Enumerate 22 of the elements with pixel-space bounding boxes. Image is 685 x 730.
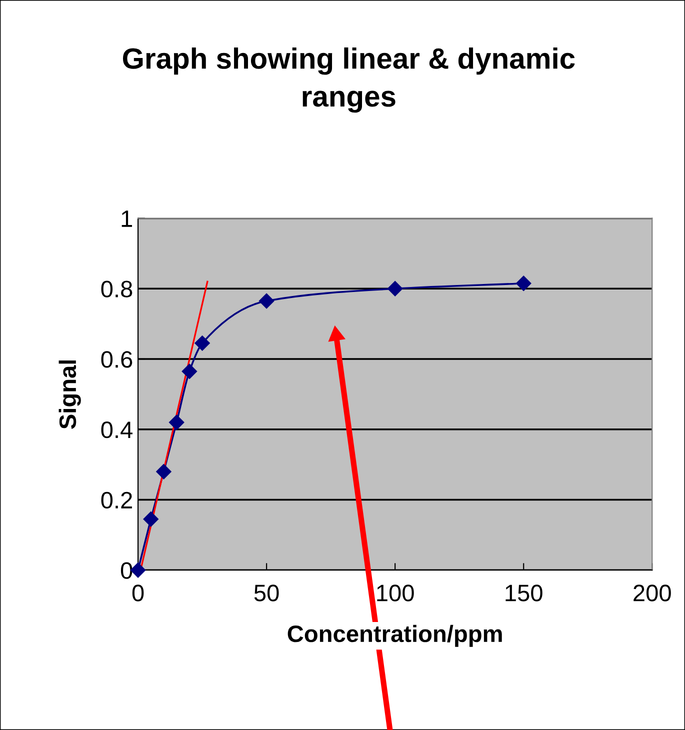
point	[258, 293, 274, 309]
point	[169, 414, 184, 430]
y-tick-label: 0.4	[101, 421, 132, 438]
x-tick-label: 100	[377, 584, 414, 602]
point	[194, 336, 210, 351]
point	[143, 512, 158, 527]
x-tick-label: 50	[254, 584, 279, 602]
y-tick-label: 1	[122, 210, 132, 227]
y-tick-label: 0.8	[101, 280, 132, 298]
point	[156, 464, 172, 480]
x-axis-title: Concentration/ppm	[288, 624, 502, 647]
x-tick-label: 150	[506, 584, 542, 602]
point	[516, 276, 532, 291]
y-axis-title: Signal	[58, 360, 81, 429]
x-tick-label: 0	[132, 584, 144, 602]
y-tick-label: 0.6	[101, 351, 132, 368]
point	[182, 364, 198, 379]
point	[388, 281, 403, 296]
x-tick-label: 200	[634, 584, 671, 602]
y-tick-label: 0	[120, 562, 132, 579]
chart-title: Graph showing linear & dynamic ranges	[122, 47, 575, 113]
y-tick-label: 0.2	[101, 492, 132, 509]
